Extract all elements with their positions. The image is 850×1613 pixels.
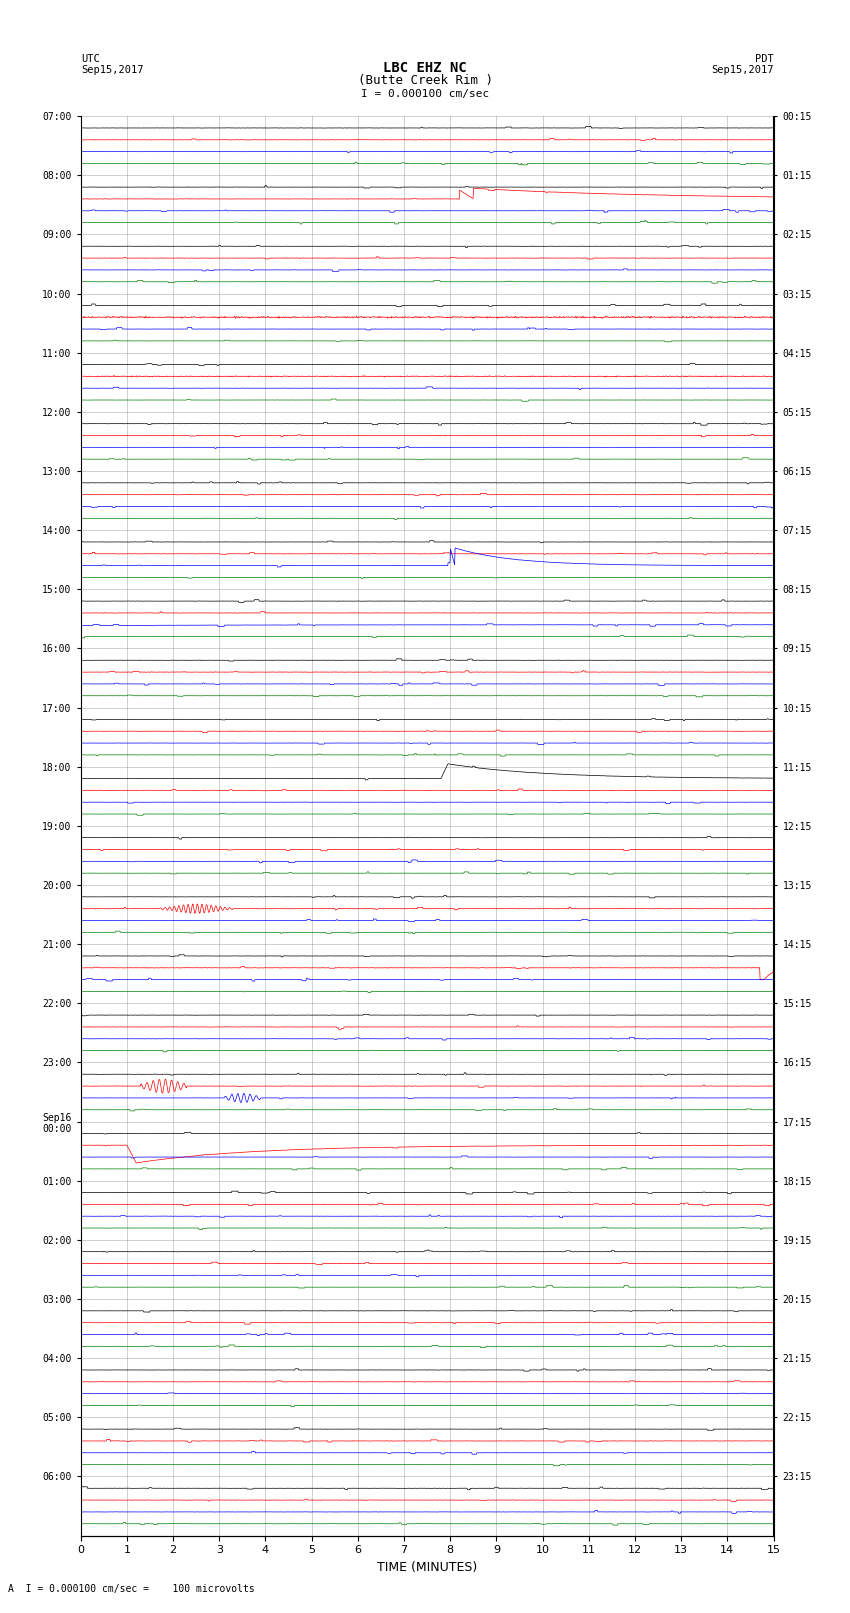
- Text: A  I = 0.000100 cm/sec =    100 microvolts: A I = 0.000100 cm/sec = 100 microvolts: [8, 1584, 255, 1594]
- X-axis label: TIME (MINUTES): TIME (MINUTES): [377, 1561, 477, 1574]
- Text: UTC
Sep15,2017: UTC Sep15,2017: [81, 53, 144, 76]
- Text: PDT
Sep15,2017: PDT Sep15,2017: [711, 53, 774, 76]
- Text: (Butte Creek Rim ): (Butte Creek Rim ): [358, 74, 492, 87]
- Text: I = 0.000100 cm/sec: I = 0.000100 cm/sec: [361, 89, 489, 98]
- Text: LBC EHZ NC: LBC EHZ NC: [383, 61, 467, 74]
